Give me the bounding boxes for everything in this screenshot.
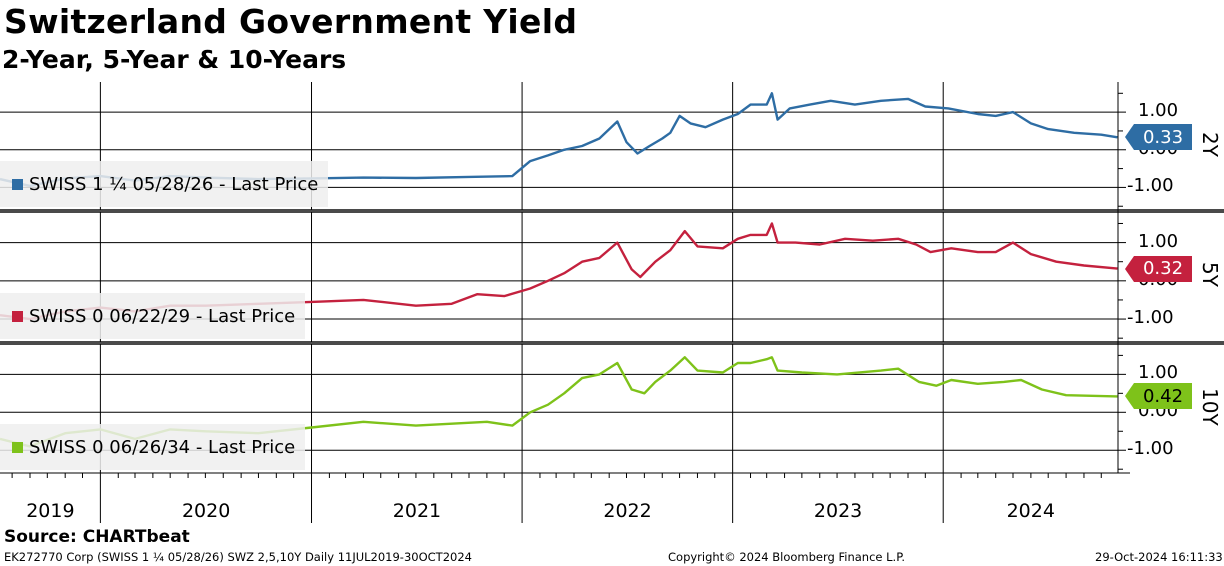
last-value-pointer xyxy=(1125,124,1134,151)
legend-swatch xyxy=(12,178,23,190)
y-tick-label: -1.00 xyxy=(1127,438,1174,460)
last-value-pointer xyxy=(1125,383,1134,410)
panel-label-10Y: 10Y xyxy=(1198,388,1222,426)
last-value-badge-2Y: 0.33 xyxy=(1134,124,1192,151)
y-tick-label: 1.00 xyxy=(1138,100,1179,122)
panel-label-5Y: 5Y xyxy=(1198,262,1222,287)
x-tick-label: 2020 xyxy=(181,500,231,522)
legend-2Y: SWISS 1 ¼ 05/28/26 - Last Price xyxy=(0,161,329,207)
footer-ticker: EK272770 Corp (SWISS 1 ¼ 05/28/26) SWZ 2… xyxy=(4,550,472,564)
y-tick-label: 1.00 xyxy=(1138,230,1179,252)
panel-divider xyxy=(0,341,1224,345)
legend-10Y: SWISS 0 06/26/34 - Last Price xyxy=(0,424,306,470)
panel-divider xyxy=(0,209,1224,213)
chart-subtitle: 2-Year, 5-Year & 10-Years xyxy=(2,45,347,74)
legend-5Y: SWISS 0 06/22/29 - Last Price xyxy=(0,293,306,339)
last-value-badge-10Y: 0.42 xyxy=(1134,383,1192,410)
footer-timestamp: 29-Oct-2024 16:11:33 xyxy=(1095,550,1223,564)
x-tick-label: 2024 xyxy=(1006,500,1055,522)
last-value-pointer xyxy=(1125,255,1134,282)
source-note: Source: CHARTbeat xyxy=(4,527,190,547)
legend-label: SWISS 0 06/26/34 - Last Price xyxy=(29,436,296,458)
legend-label: SWISS 0 06/22/29 - Last Price xyxy=(29,305,296,327)
y-tick-label: -1.00 xyxy=(1127,175,1174,197)
y-tick-label: -1.00 xyxy=(1127,307,1174,329)
panel-label-2Y: 2Y xyxy=(1198,132,1222,157)
x-tick-label: 2019 xyxy=(26,500,75,522)
legend-swatch xyxy=(12,310,23,322)
y-tick-label: 1.00 xyxy=(1138,362,1179,384)
chart-title: Switzerland Government Yield xyxy=(4,2,578,41)
x-tick-label: 2022 xyxy=(603,500,652,522)
x-tick-label: 2021 xyxy=(392,500,442,522)
legend-swatch xyxy=(12,441,23,453)
last-value-badge-5Y: 0.32 xyxy=(1134,255,1192,282)
x-tick-label: 2023 xyxy=(813,500,863,522)
legend-label: SWISS 1 ¼ 05/28/26 - Last Price xyxy=(29,173,319,195)
footer-copyright: Copyright© 2024 Bloomberg Finance L.P. xyxy=(668,550,905,564)
